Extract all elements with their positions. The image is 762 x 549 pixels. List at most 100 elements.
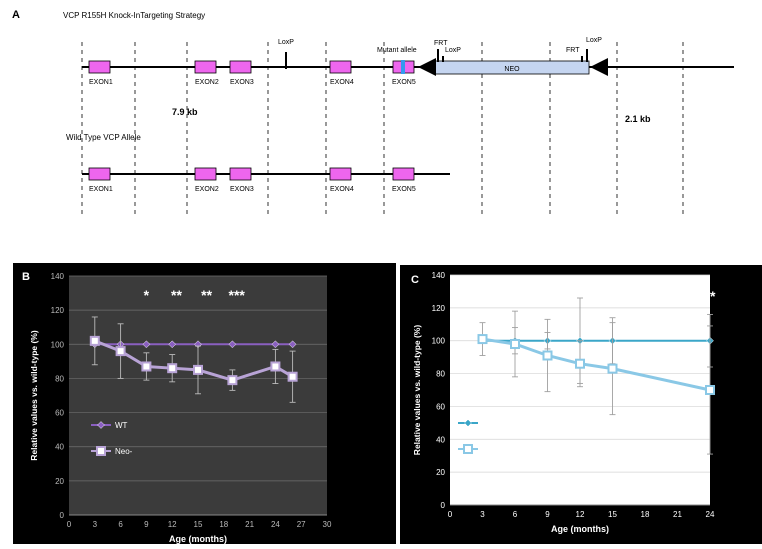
y-tick-label: 140 [432,271,446,280]
x-tick-label: 18 [641,510,650,519]
x-tick-label: 3 [480,510,485,519]
data-point [142,340,151,349]
x-tick-label: 15 [194,520,203,529]
neo-label: NEO [504,66,520,73]
panel-a-letter: A [12,9,20,21]
x-tick-label: 24 [706,510,715,519]
legend-marker [97,421,105,429]
dashed-guides [81,42,684,216]
exon5-label: EXON5 [392,79,416,86]
legend-marker [463,444,473,454]
y-tick-label: 0 [60,511,65,520]
data-point [115,346,126,357]
significance-marker: *** [229,287,246,303]
loxp-label-3: LoxP [586,37,602,44]
significance-marker: ** [201,287,212,303]
y-tick-label: 120 [432,304,446,313]
y-tick-label: 100 [432,337,446,346]
x-tick-label: 0 [67,520,72,529]
exon4-label: EXON4 [330,79,354,86]
y-tick-label: 40 [436,435,445,444]
distance-right: 2.1 kb [625,114,651,124]
frt-label-2: FRT [566,47,580,54]
significance-marker: ** [705,288,716,304]
data-point [167,363,178,374]
x-tick-label: 9 [144,520,149,529]
data-point [288,340,297,349]
wt-exon3-box [229,167,252,181]
loxp-label-1: LoxP [278,39,294,46]
legend-label: Neo- [115,447,133,456]
x-tick-label: 24 [271,520,280,529]
x-tick-label: 12 [168,520,177,529]
x-tick-label: 15 [608,510,617,519]
data-point [607,363,618,374]
data-point [89,335,100,346]
exon2-label: EXON2 [195,79,219,86]
data-point [542,350,553,361]
mutation-marker [401,60,405,74]
legend-label: WT [482,419,495,428]
y-tick-label: 100 [51,340,65,349]
y-tick-label: 0 [441,501,446,510]
wt-exon5-box [392,167,415,181]
y-tick-label: 60 [55,409,64,418]
legend-label: Neo- [482,445,500,454]
data-point [228,340,237,349]
y-tick-label: 120 [51,306,65,315]
loxp-label-2: LoxP [445,47,461,54]
y-tick-label: 40 [55,443,64,452]
data-point [575,358,585,369]
chart-c-svg: C 0 20 40 60 80 100 120 140 0 3 6 9 12 15 18 21 24 Age (mo… [411,271,716,534]
significance-marker: * [144,287,150,303]
distance-left: 7.9 kb [172,107,198,117]
exon2-box [194,60,217,74]
data-point [141,361,152,372]
data-point [271,340,280,349]
wt-exon1-label: EXON1 [89,186,113,193]
exon3-box [229,60,252,74]
wt-allele-title: Wild Type VCP Allele [66,133,141,142]
x-tick-label: 21 [673,510,682,519]
loxp-triangle-left [418,58,436,76]
chart-panel-c: C 0 20 40 60 80 100 120 140 0 3 6 9 12 15 18 21 24 Age (mo… [400,265,762,544]
plot-area [69,276,327,515]
legend-label: WT [115,421,128,430]
data-point [477,334,488,345]
wt-exon2-box [194,167,217,181]
legend-marker [464,419,472,427]
exon3-label: EXON3 [230,79,254,86]
data-point [227,375,238,386]
x-tick-label: 27 [297,520,306,529]
y-tick-label: 140 [51,272,65,281]
x-tick-label: 0 [448,510,453,519]
exon4-box [329,60,352,74]
data-point [287,371,298,382]
mutant-allele-label: Mutant allele [377,47,417,54]
exon1-label: EXON1 [89,79,113,86]
y-tick-label: 60 [436,402,445,411]
x-tick-label: 6 [118,520,123,529]
targeting-diagram-svg: A VCP R155H Knock-InTargeting Strategy E… [12,9,734,216]
x-tick-label: 6 [513,510,518,519]
y-tick-label: 80 [55,374,64,383]
significance-marker: * [610,288,616,304]
data-point [705,385,715,395]
x-tick-label: 3 [93,520,98,529]
data-point [510,339,520,349]
x-tick-label: 18 [219,520,228,529]
chart-panel-b: B 0 20 40 60 80 100 120 140 0 3 6 9 12 15 18 21 24 27 30 Age… [13,263,396,544]
series-line-neo [482,337,711,392]
y-axis-label: Relative values vs. wild-type (%) [412,325,422,456]
legend-marker [96,446,106,456]
panel-letter: B [22,271,30,283]
targeting-title: VCP R155H Knock-InTargeting Strategy [63,11,205,20]
x-tick-label: 30 [323,520,332,529]
wt-exon4-box [329,167,352,181]
x-axis-label: Age (months) [551,524,609,534]
targeting-strategy-diagram: A VCP R155H Knock-InTargeting Strategy E… [0,0,762,262]
wt-exon3-label: EXON3 [230,186,254,193]
x-tick-label: 21 [245,520,254,529]
chart-b-svg: B 0 20 40 60 80 100 120 140 0 3 6 9 12 15 18 21 24 27 30 Age… [22,271,332,544]
wt-exon4-label: EXON4 [330,186,354,193]
